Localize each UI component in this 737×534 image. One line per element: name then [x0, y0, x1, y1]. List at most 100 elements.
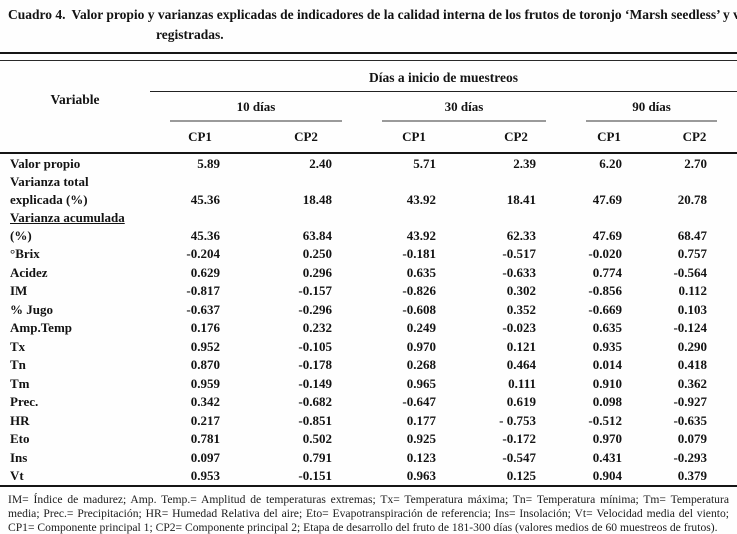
value-cell: -0.669 [588, 301, 622, 317]
value-cell: 0.774 [592, 264, 622, 280]
value-cell: 0.925 [406, 431, 436, 446]
value-cell: 0.302 [506, 283, 536, 298]
value-cell: 0.098 [592, 394, 622, 409]
value-cell: 45.36 [190, 191, 220, 207]
value-cell: 0.125 [506, 468, 536, 483]
table-row: Vt 0.953 -0.151 0.963 0.125 0.904 0.379 [0, 467, 737, 487]
variable-cell: Eto [10, 431, 30, 446]
value-cell: 0.249 [406, 320, 436, 335]
table-row: Acidez 0.629 0.296 0.635 -0.633 0.774 -0… [0, 263, 737, 282]
variable-cell: IM [10, 283, 28, 298]
table-row: Varianza acumulada (%) 45.36 63.84 43.92 … [0, 209, 737, 245]
value-cell: 63.84 [302, 227, 332, 243]
value-cell: 0.123 [406, 449, 436, 465]
value-cell: 2.70 [684, 155, 708, 171]
value-cell: -0.149 [298, 375, 332, 391]
value-cell: 0.352 [506, 301, 536, 317]
value-cell: 0.111 [508, 375, 536, 391]
subheader-cp2: CP2 [466, 122, 566, 154]
value-cell: -0.517 [502, 246, 536, 261]
variable-cell: Vt [10, 468, 24, 483]
value-cell: 0.464 [506, 357, 536, 372]
value-cell: 0.342 [190, 394, 220, 409]
value-cell: 0.268 [406, 357, 436, 372]
value-cell: 62.33 [506, 227, 536, 243]
value-cell: 0.121 [506, 338, 536, 354]
value-cell: 20.78 [677, 191, 708, 207]
value-cell: 0.296 [302, 264, 332, 280]
value-cell: 0.629 [190, 264, 220, 280]
table-body: Valor propio 5.89 2.40 5.71 2.39 6.20 2.… [0, 153, 737, 486]
subheader-cp1: CP1 [150, 122, 250, 154]
value-cell: 0.431 [592, 449, 622, 465]
table-top-rule-thin [0, 60, 737, 61]
variable-cell: Varianza acumulada (%) [10, 210, 125, 243]
table-header: Variable Días a inicio de muestreos 10 d… [0, 61, 737, 154]
value-cell: -0.124 [673, 320, 708, 335]
value-cell: -0.023 [502, 320, 536, 335]
value-cell: 0.635 [406, 264, 436, 280]
value-cell: -0.296 [298, 301, 332, 317]
value-cell: 47.69 [592, 191, 622, 207]
caption-number: Cuadro 4. [8, 7, 66, 22]
header-row-groups: 10 días 30 días 90 días [0, 92, 737, 122]
table-row: Ins 0.097 0.791 0.123 -0.547 0.431 -0.29… [0, 448, 737, 467]
value-cell: 68.47 [677, 227, 708, 243]
value-cell: 0.959 [190, 375, 220, 391]
variable-cell: Amp.Temp [10, 320, 73, 335]
value-cell: 2.40 [309, 155, 332, 171]
header-row-components: CP1 CP2 CP1 CP2 CP1 CP2 [0, 122, 737, 154]
table-row: Tx 0.952 -0.105 0.970 0.121 0.935 0.290 [0, 337, 737, 356]
value-cell: 0.232 [302, 320, 332, 335]
data-table: Variable Días a inicio de muestreos 10 d… [0, 61, 737, 487]
value-cell: 0.619 [506, 394, 536, 409]
table-footnote: IM= Índice de madurez; Amp. Temp.= Ampli… [8, 493, 729, 534]
value-cell: -0.178 [298, 357, 332, 372]
value-cell: -0.608 [402, 301, 436, 317]
table-row: % Jugo -0.637 -0.296 -0.608 0.352 -0.669… [0, 300, 737, 319]
variable-cell: Prec. [10, 394, 39, 409]
value-cell: -0.293 [673, 449, 708, 465]
table-row: Varianza total explicada (%) 45.36 18.48 … [0, 173, 737, 209]
value-cell: 0.970 [406, 338, 436, 354]
value-cell: 0.177 [406, 412, 436, 428]
value-cell: 0.250 [302, 246, 332, 261]
value-cell: 0.910 [592, 375, 622, 391]
subheader-cp1: CP1 [566, 122, 652, 154]
value-cell: 0.635 [592, 320, 622, 335]
caption-text: Valor propio y varianzas explicadas de i… [71, 7, 737, 42]
header-row-spanner: Variable Días a inicio de muestreos [0, 61, 737, 154]
variable-cell: Varianza total explicada (%) [10, 174, 89, 207]
variable-cell: Tm [10, 375, 30, 391]
value-cell: 5.71 [413, 155, 436, 171]
value-cell: 0.112 [678, 283, 708, 298]
variable-cell: HR [10, 412, 30, 428]
value-cell: 18.41 [506, 191, 536, 207]
value-cell: -0.547 [502, 449, 536, 465]
variable-cell: Tx [10, 338, 26, 354]
variable-cell: Valor propio [10, 155, 81, 171]
value-cell: -0.151 [298, 468, 332, 483]
value-cell: 0.965 [406, 375, 436, 391]
value-cell: 0.757 [677, 246, 708, 261]
value-cell: -0.105 [298, 338, 332, 354]
value-cell: 2.39 [513, 155, 536, 171]
value-cell: -0.851 [298, 412, 332, 428]
table-row: Prec. 0.342 -0.682 -0.647 0.619 0.098 -0… [0, 393, 737, 412]
value-cell: -0.564 [673, 264, 708, 280]
value-cell: -0.856 [588, 283, 622, 298]
value-cell: 0.963 [406, 468, 436, 483]
value-cell: 0.290 [677, 338, 708, 354]
group-header-10-days: 10 días [150, 92, 362, 122]
value-cell: -0.817 [186, 283, 220, 298]
variable-cell: Tn [10, 357, 26, 372]
value-cell: 0.904 [592, 468, 622, 483]
table-row: Amp.Temp 0.176 0.232 0.249 -0.023 0.635 … [0, 319, 737, 338]
variable-cell: Ins [10, 449, 28, 465]
subheader-cp2: CP2 [652, 122, 737, 154]
variable-cell: % Jugo [10, 301, 53, 317]
value-cell: 0.362 [677, 375, 708, 391]
value-cell: 47.69 [592, 227, 622, 243]
table-row: Eto 0.781 0.502 0.925 -0.172 0.970 0.079 [0, 430, 737, 449]
